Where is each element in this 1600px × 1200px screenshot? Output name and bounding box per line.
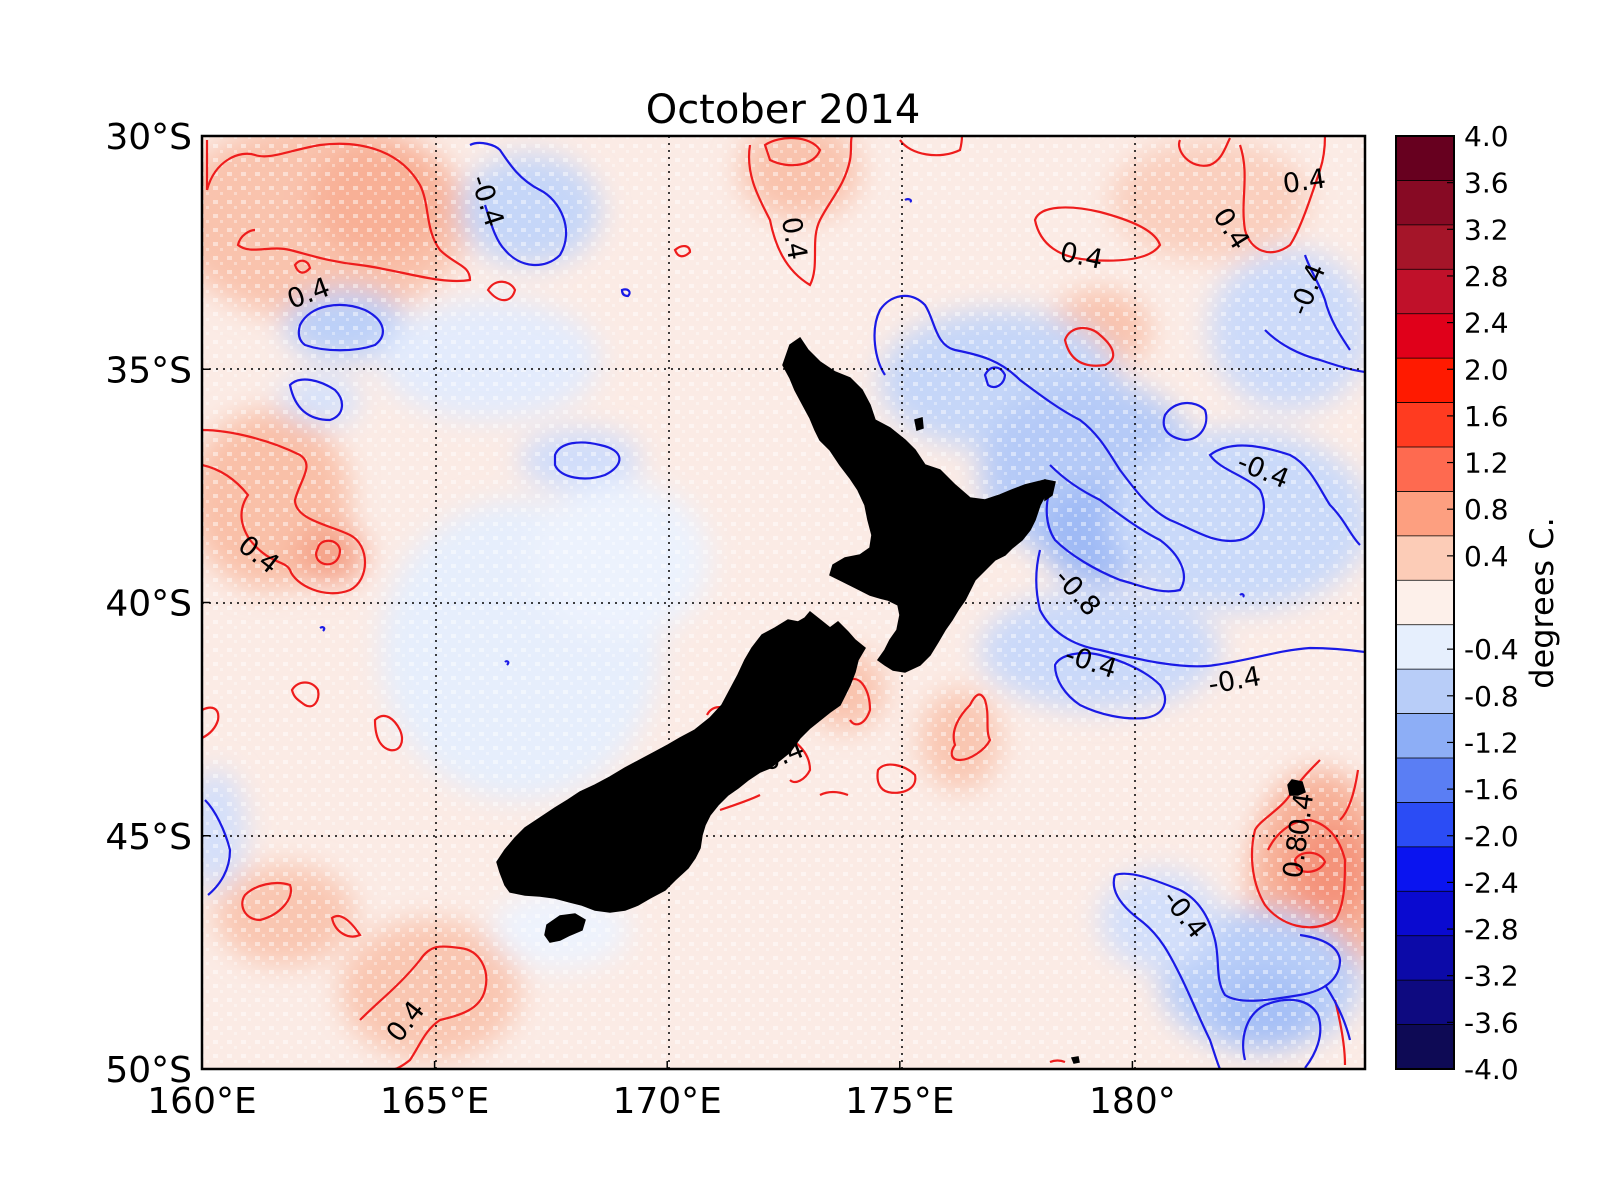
colorbar-tick-label: -0.4 [1464,633,1519,666]
colorbar-tick-label: -0.8 [1464,680,1519,713]
colorbar-swatch [1396,269,1454,315]
anomaly-field: -0.40.40.4 0.40.40.4-0.4-0.40.4-0.8-0.4 -0… [202,136,1365,1069]
colorbar-swatch [1396,580,1454,626]
colorbar-swatch [1396,891,1454,937]
colorbar-tick-label: -1.6 [1464,773,1519,806]
colorbar-swatch [1396,669,1454,715]
colorbar-swatch [1396,447,1454,492]
colorbar-swatch [1396,1024,1454,1070]
colorbar-swatch [1396,624,1454,670]
contour-label: 0.4 [1281,163,1328,200]
x-tick-label: 160°E [147,1081,256,1122]
colorbar-tick-label: -2.8 [1464,913,1519,946]
colorbar-tick-label: -1.2 [1464,726,1519,759]
contour-label: 0.4 [775,215,813,263]
colorbar-swatch [1396,358,1454,404]
colorbar-label: degrees C. [1523,517,1561,689]
colorbar-swatch [1396,313,1454,359]
colorbar-tick-label: -3.2 [1464,960,1519,993]
colorbar-tick-label: 0.4 [1464,540,1509,573]
colorbar-swatch [1396,180,1454,226]
y-tick-label: 30°S [105,117,192,158]
colorbar-swatch [1396,491,1454,537]
colorbar-tick-label: 2.8 [1464,260,1509,293]
colorbar-swatch [1396,802,1454,848]
colorbar-tick-label: 1.2 [1464,447,1509,480]
y-axis: 30°S 35°S 40°S 45°S 50°S [105,117,210,1091]
colorbar-tick-label: 3.2 [1464,213,1509,246]
x-tick-label: 175°E [845,1081,954,1122]
colorbar-swatch [1396,758,1454,803]
colorbar-swatch [1396,136,1454,181]
y-tick-label: 45°S [105,817,192,858]
colorbar-tick-label: -2.4 [1464,866,1519,899]
colorbar-swatch [1396,535,1454,581]
colorbar-swatch [1396,980,1454,1026]
new-zealand-landmass [496,336,1306,1064]
colorbar-tick-label: 2.0 [1464,353,1509,386]
colorbar-frame [1395,135,1455,1070]
colorbar-tick-label: -2.0 [1464,820,1519,853]
x-axis: 160°E 165°E 170°E 175°E 180° [147,1061,1176,1122]
colorbar-tick-label: -4.0 [1464,1053,1519,1086]
colorbar-swatch [1396,224,1454,270]
x-tick-label: 170°E [612,1081,721,1122]
graticule [202,136,1365,1069]
colorbar-swatch [1396,846,1454,892]
x-tick-label: 180° [1089,1081,1176,1122]
map-title: October 2014 [646,87,921,133]
colorbar-tick-label: 2.4 [1464,307,1509,340]
colorbar-tick-label: 0.8 [1464,493,1509,526]
negative-contours [204,141,1365,1069]
colorbar-swatch [1396,935,1454,981]
x-tick-label: 165°E [380,1081,489,1122]
colorbar: 4.0 3.6 3.2 2.8 2.4 2.0 1.6 1.2 0.8 0.4 -0.4 -0.8 -1… [1395,120,1519,1086]
colorbar-tick-label: 1.6 [1464,400,1509,433]
colorbar-swatch [1396,402,1454,448]
colorbar-tick-label: -3.6 [1464,1006,1519,1039]
colorbar-tick-label: 3.6 [1464,167,1509,200]
positive-contours [202,136,1360,1069]
colorbar-tick-label: 4.0 [1464,120,1509,153]
y-tick-label: 40°S [105,584,192,625]
y-tick-label: 50°S [105,1050,192,1091]
colorbar-swatch [1396,713,1454,759]
y-tick-label: 35°S [105,350,192,391]
